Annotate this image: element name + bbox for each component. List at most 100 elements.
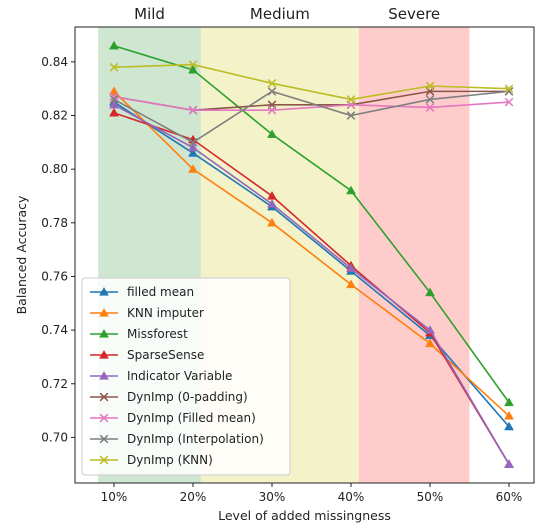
legend-item: DynImp (Filled mean) — [90, 411, 256, 425]
legend-item: Indicator Variable — [90, 369, 232, 383]
legend-label: DynImp (0-padding) — [127, 390, 248, 404]
band-label: Mild — [134, 5, 165, 23]
legend-label: DynImp (KNN) — [127, 453, 213, 467]
y-tick-label: 0.72 — [41, 377, 68, 391]
point-marker — [109, 86, 119, 96]
point-marker — [504, 97, 514, 107]
x-tick-label: 30% — [259, 490, 286, 504]
point-marker — [188, 142, 198, 152]
y-tick-label: 0.76 — [41, 269, 68, 283]
point-marker — [188, 60, 198, 69]
point-marker — [109, 92, 119, 102]
series-line — [113, 95, 510, 111]
point-marker — [425, 95, 435, 104]
point-marker — [99, 392, 109, 402]
y-tick-label: 0.70 — [41, 430, 68, 444]
y-tick-label: 0.80 — [41, 162, 68, 176]
y-tick-label: 0.78 — [41, 216, 68, 230]
point-marker — [425, 287, 435, 297]
point-marker — [504, 397, 514, 407]
point-marker — [267, 78, 277, 88]
point-marker — [99, 286, 109, 296]
point-marker — [346, 95, 356, 104]
legend-label: SparseSense — [127, 348, 204, 362]
legend-item: filled mean — [90, 285, 194, 299]
series-line — [113, 104, 510, 465]
point-marker — [346, 111, 356, 120]
legend-label: DynImp (Interpolation) — [127, 432, 264, 446]
point-marker — [267, 87, 277, 96]
point-marker — [267, 199, 277, 208]
band-labels: Mild Medium Severe — [134, 5, 440, 23]
legend: filled mean KNN imputer Missforest SparseSe… — [81, 277, 291, 476]
point-marker — [99, 455, 109, 465]
legend-item: DynImp (0-padding) — [90, 390, 248, 404]
legend-item: DynImp (Interpolation) — [90, 432, 264, 446]
legend-item: Missforest — [90, 327, 188, 341]
series-line — [113, 45, 510, 403]
point-marker — [346, 279, 356, 289]
point-marker — [425, 81, 435, 91]
legend-label: Indicator Variable — [127, 369, 232, 383]
legend-box — [81, 277, 291, 476]
point-marker — [425, 103, 435, 112]
point-marker — [109, 40, 119, 50]
point-marker — [504, 84, 514, 94]
plot-frame — [74, 26, 535, 484]
legend-item: SparseSense — [90, 348, 204, 362]
y-tick-label: 0.82 — [41, 109, 68, 123]
legend-item: KNN imputer — [90, 306, 204, 320]
point-marker — [188, 105, 198, 115]
point-marker — [346, 185, 356, 195]
series-missforest — [109, 40, 514, 407]
legend-label: Missforest — [127, 327, 188, 341]
point-marker — [99, 328, 109, 338]
point-marker — [99, 434, 109, 444]
point-marker — [425, 325, 435, 334]
point-marker — [99, 349, 109, 359]
point-marker — [99, 413, 109, 423]
point-marker — [267, 129, 277, 138]
point-marker — [425, 338, 435, 348]
point-marker — [346, 263, 356, 273]
band-label: Severe — [388, 5, 440, 23]
series-line — [113, 90, 510, 144]
point-marker — [188, 164, 198, 173]
point-marker — [188, 148, 198, 157]
point-marker — [188, 64, 198, 74]
series-indicator-variable — [109, 99, 514, 468]
series-lines — [109, 40, 514, 468]
point-marker — [188, 137, 198, 147]
point-marker — [504, 459, 514, 468]
band-label: Medium — [250, 5, 310, 23]
point-marker — [99, 307, 109, 317]
y-tick-label: 0.74 — [41, 323, 68, 337]
y-tick-label: 0.84 — [41, 55, 68, 69]
legend-label: DynImp (Filled mean) — [127, 411, 256, 425]
point-marker — [109, 95, 119, 104]
x-tick-label: 10% — [101, 490, 128, 504]
series-dynimp-interpolation — [109, 87, 514, 147]
x-tick-label: 40% — [338, 490, 365, 504]
series-line — [113, 101, 510, 428]
axes: 10% 20% 30% 40% 50% 60% 0.70 0.72 0.74 0.76 0.78 0.… — [41, 55, 522, 504]
x-axis-title: Level of added missingness — [218, 508, 391, 523]
series-line — [113, 63, 510, 101]
point-marker — [109, 99, 119, 109]
legend-item: DynImp (KNN) — [90, 453, 213, 467]
point-marker — [504, 410, 514, 420]
point-marker — [267, 217, 277, 227]
point-marker — [504, 421, 514, 431]
point-marker — [267, 105, 277, 115]
series-dynimp-knn — [109, 60, 514, 104]
series-dynimp-filled-mean — [109, 92, 514, 115]
point-marker — [109, 107, 119, 117]
x-tick-label: 20% — [180, 490, 207, 504]
point-marker — [109, 62, 119, 72]
y-axis-title: Balanced Accuracy — [14, 195, 29, 314]
legend-label: KNN imputer — [127, 306, 204, 320]
point-marker — [99, 370, 109, 380]
x-tick-label: 50% — [417, 490, 444, 504]
x-tick-label: 60% — [496, 490, 523, 504]
